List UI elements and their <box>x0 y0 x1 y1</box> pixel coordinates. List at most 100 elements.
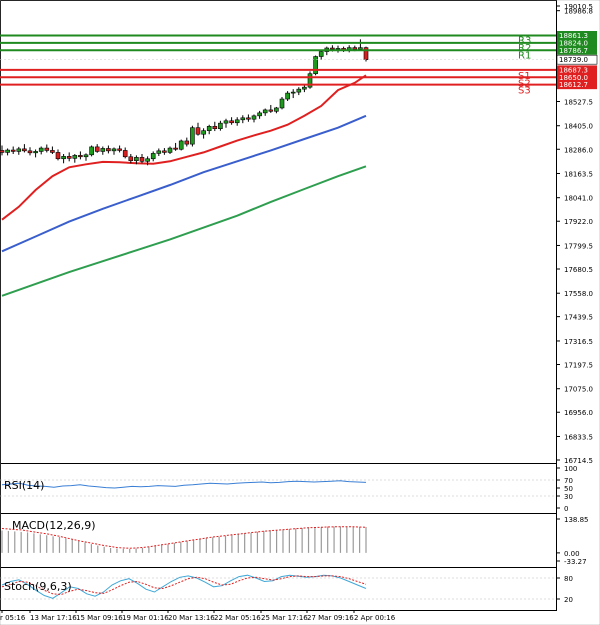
x-tick-label: 19 Mar 01:16 <box>122 614 169 622</box>
candle-body <box>162 150 167 153</box>
level-tag-label: 18824.0 <box>559 39 588 47</box>
y-tick-label: 17680.5 <box>564 266 593 274</box>
candlesticks <box>0 39 369 166</box>
candle-body <box>16 148 22 152</box>
candle-body <box>296 88 302 93</box>
stoch-tick-label: 80 <box>564 575 573 583</box>
stoch-d-line <box>1 575 367 596</box>
current-price-box <box>556 54 598 65</box>
candle-body <box>94 146 100 152</box>
candle-body <box>313 56 318 75</box>
candle-body <box>262 109 268 114</box>
level-label: S3 <box>518 86 531 97</box>
rsi-line <box>1 480 367 489</box>
candle-body <box>246 117 251 120</box>
candle-body <box>66 156 72 159</box>
level-tag-label: 18861.3 <box>559 32 588 40</box>
candle-body <box>195 127 201 135</box>
candle-body <box>229 120 234 124</box>
candle-body <box>117 148 122 151</box>
candle-body <box>201 130 206 135</box>
candle-body <box>302 86 307 90</box>
candle-body <box>139 157 145 162</box>
x-tick-label: 25 Mar 17:16 <box>261 614 308 622</box>
candle-body <box>106 148 111 152</box>
macd-tick-label: 138.85 <box>564 516 589 524</box>
rsi-tick-label: 30 <box>564 493 573 501</box>
candle-body <box>145 158 150 162</box>
stoch-tick-label: 20 <box>564 596 573 604</box>
candle-body <box>27 150 33 154</box>
stoch-k-line <box>1 574 367 599</box>
candle-body <box>190 127 195 145</box>
candle-body <box>122 150 128 158</box>
level-tag-box <box>557 38 597 48</box>
candle-body <box>55 152 61 160</box>
y-tick-label: 18405.0 <box>564 123 593 131</box>
candle-body <box>111 148 117 152</box>
y-tick-label: 18286.0 <box>564 146 593 154</box>
candle-body <box>251 115 257 120</box>
candle-body <box>50 150 55 153</box>
y-tick-label: 17558.0 <box>564 290 593 298</box>
y-tick-label: 16956.0 <box>564 409 593 417</box>
stoch-panel: Stoch(9,6,3) 80 20 <box>0 574 573 604</box>
x-axis: r 05:16 13 Mar 17:16 15 Mar 09:16 19 Mar 01… <box>0 610 396 622</box>
candle-body <box>167 147 173 153</box>
rsi-tick-label: 0 <box>564 505 568 513</box>
level-tag-label: 18650.0 <box>559 74 588 82</box>
y-tick-label: 17197.5 <box>564 361 593 369</box>
level-tag-box <box>557 31 597 41</box>
macd-title: MACD(12,26,9) <box>12 519 96 532</box>
rsi-tick-label: 70 <box>564 477 573 485</box>
candle-body <box>128 156 134 162</box>
x-tick-label: 2 Apr 00:16 <box>354 614 396 622</box>
y-tick-label: 16714.5 <box>564 457 593 465</box>
candle-body <box>38 147 44 152</box>
stoch-title: Stoch(9,6,3) <box>4 580 72 593</box>
panel-frame <box>0 463 557 514</box>
candle-body <box>100 148 106 152</box>
candle-body <box>178 140 184 150</box>
x-tick-label: 13 Mar 17:16 <box>30 614 77 622</box>
candle-body <box>206 126 212 131</box>
y-tick-label: 17922.0 <box>564 218 593 226</box>
y-tick-label: 18527.5 <box>564 99 593 107</box>
candle-body <box>285 92 290 100</box>
macd-signal-line <box>1 526 367 549</box>
macd-tick-label: -33.27 <box>564 558 587 566</box>
candle-body <box>279 98 285 109</box>
ma-red-line <box>1 74 367 221</box>
candle-body <box>134 157 139 162</box>
level-tag-label: 18612.7 <box>559 81 588 89</box>
candle-body <box>0 150 5 153</box>
candle-body <box>358 47 363 50</box>
candle-body <box>274 107 279 112</box>
candle-body <box>268 109 274 112</box>
candle-body <box>318 51 324 57</box>
candle-body <box>212 126 218 129</box>
rsi-tick-label: 100 <box>564 465 577 473</box>
level-tag-label: 18786.7 <box>559 47 588 55</box>
y-tick-label: 17075.0 <box>564 386 593 394</box>
x-tick-label: 27 Mar 09:16 <box>307 614 354 622</box>
candle-body <box>22 148 27 152</box>
x-tick-label: 20 Mar 13:16 <box>168 614 215 622</box>
candle-body <box>44 147 50 151</box>
pivot-levels: R3R2R1S1S2S3 <box>0 34 556 97</box>
candle-body <box>10 149 16 152</box>
level-label: R3 <box>518 36 531 47</box>
y-tick-label: 18986.8 <box>564 8 593 16</box>
y-tick-label: 17799.5 <box>564 242 593 250</box>
panel-frame <box>0 567 557 611</box>
candle-body <box>33 151 38 154</box>
level-tag-box <box>557 80 597 90</box>
level-label: R2 <box>518 43 531 54</box>
candle-body <box>223 120 229 124</box>
candle-body <box>234 119 240 124</box>
level-tag-box <box>557 65 597 75</box>
y-tick-label: 17316.5 <box>564 338 593 346</box>
